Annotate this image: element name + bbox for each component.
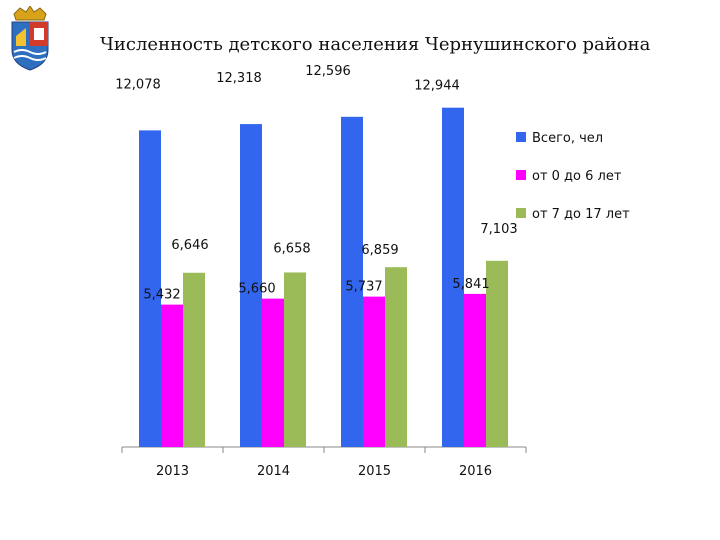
legend-swatch — [516, 170, 526, 180]
data-label: 12,596 — [305, 64, 351, 79]
legend-label: от 0 до 6 лет — [532, 169, 622, 184]
legend-swatch — [516, 132, 526, 142]
data-label: 5,841 — [452, 277, 489, 292]
bar-1-2014 — [240, 124, 262, 447]
x-tick-label: 2016 — [459, 464, 492, 479]
bar-3-2015 — [385, 267, 407, 447]
data-label: 12,944 — [414, 79, 460, 94]
bar-2-2013 — [161, 304, 183, 447]
data-label: 6,859 — [361, 243, 398, 258]
bar-1-2016 — [442, 107, 464, 448]
data-label: 7,103 — [480, 222, 517, 237]
chart-axes: 2013 2014 2015 2016 — [121, 446, 527, 479]
bar-3-2014 — [284, 272, 306, 447]
legend-label: Всего, чел — [532, 131, 603, 146]
bar-1-2015 — [341, 116, 363, 447]
chart-title: Численность детского населения Чернушинс… — [100, 34, 651, 55]
x-tick-label: 2015 — [358, 464, 391, 479]
chart-data-labels: 12,078 12,318 12,596 12,944 5,432 5,660 5,737 5… — [115, 64, 517, 303]
data-label: 5,660 — [238, 282, 275, 297]
data-label: 5,432 — [143, 288, 180, 303]
coat-of-arms-emblem — [6, 5, 54, 72]
data-label: 6,658 — [273, 241, 310, 256]
data-label: 12,318 — [216, 71, 262, 86]
bar-1-2013 — [139, 130, 161, 447]
bar-3-2016 — [486, 260, 508, 447]
bar-2-2015 — [363, 296, 385, 447]
chart-legend: Всего, чел от 0 до 6 лет от 7 до 17 лет — [516, 131, 630, 222]
data-label: 12,078 — [115, 77, 161, 92]
x-tick-label: 2014 — [257, 464, 290, 479]
chart-bars — [139, 107, 508, 448]
bar-2-2014 — [262, 298, 284, 447]
legend-label: от 7 до 17 лет — [532, 207, 630, 222]
data-label: 5,737 — [345, 280, 382, 295]
legend-swatch — [516, 208, 526, 218]
bar-2-2016 — [464, 293, 486, 447]
data-label: 6,646 — [171, 238, 208, 253]
bar-3-2013 — [183, 272, 205, 447]
x-tick-label: 2013 — [156, 464, 189, 479]
